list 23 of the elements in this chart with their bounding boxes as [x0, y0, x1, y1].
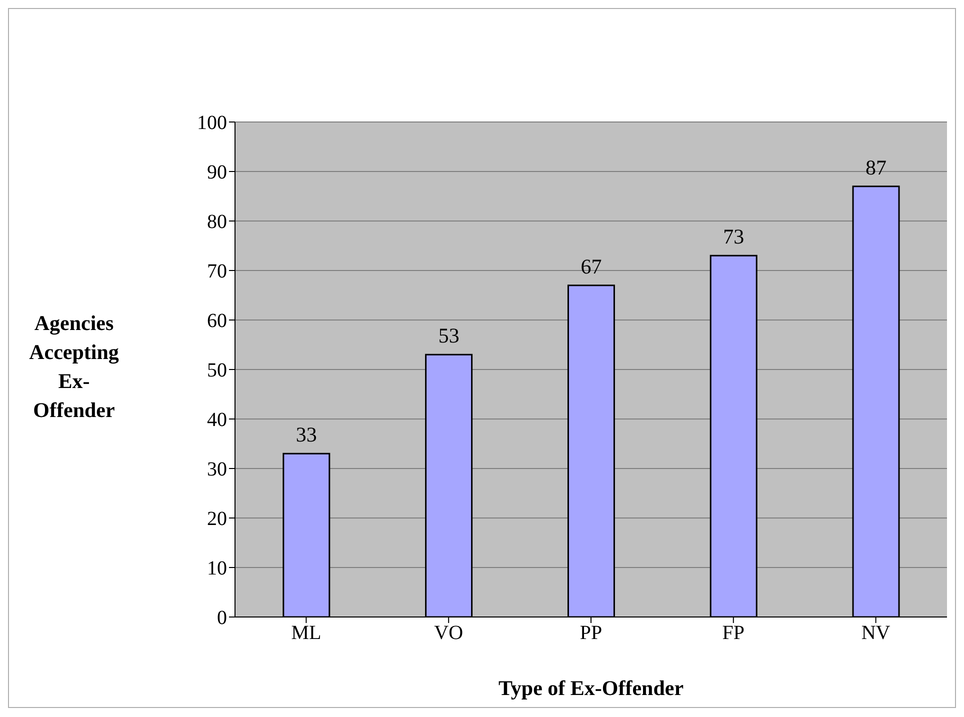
y-tick-label: 30 [207, 458, 227, 481]
y-tick-label: 10 [207, 558, 227, 580]
x-tick-label: VO [434, 622, 464, 644]
x-tick-label: ML [291, 622, 322, 644]
data-label: 73 [723, 224, 744, 249]
y-axis-title: Agencies Accepting Ex-Offender [28, 310, 120, 424]
data-label: 87 [866, 155, 887, 180]
y-tick-label: 0 [217, 607, 227, 630]
y-tick-label: 40 [207, 409, 227, 432]
x-tick-label: FP [722, 622, 745, 644]
data-label: 53 [438, 324, 460, 348]
x-tick-label: PP [580, 622, 602, 644]
x-tick-label: NV [861, 622, 891, 644]
y-tick-label: 100 [197, 112, 227, 134]
y-tick-label: 20 [207, 508, 227, 530]
y-tick-label: 80 [207, 211, 227, 234]
y-tick-label: 90 [207, 162, 227, 184]
y-tick-label: 70 [207, 260, 227, 283]
y-tick-label: 60 [207, 310, 227, 332]
x-axis-title: Type of Ex-Offender [498, 676, 684, 700]
y-tick-label: 50 [207, 360, 227, 382]
data-label: 33 [296, 422, 317, 447]
data-label: 67 [580, 254, 602, 278]
